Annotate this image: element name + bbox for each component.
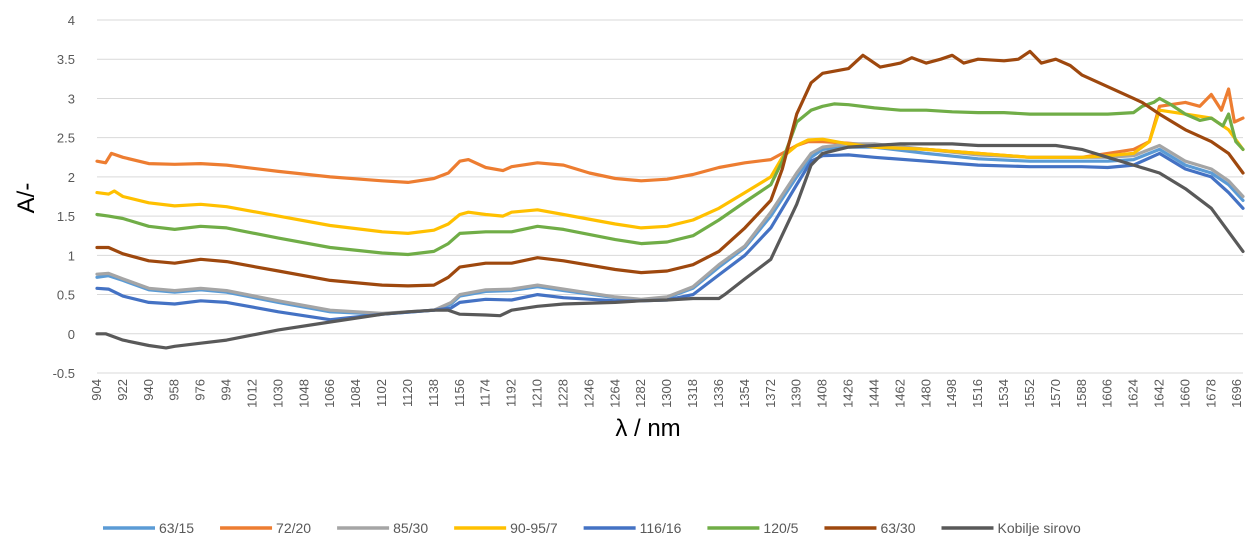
y-axis-label: A/- xyxy=(13,183,40,214)
y-tick-label: 0 xyxy=(68,327,75,342)
series-line xyxy=(95,87,1245,184)
legend-label: 63/15 xyxy=(159,520,194,536)
y-tick-label: 0.5 xyxy=(57,288,75,303)
x-tick-label: 1066 xyxy=(322,379,337,408)
x-tick-label: 940 xyxy=(141,379,156,401)
x-tick-label: 1300 xyxy=(659,379,674,408)
x-tick-label: 1174 xyxy=(478,379,493,407)
x-tick-label: 1264 xyxy=(607,379,622,408)
y-tick-label: 2.5 xyxy=(57,131,75,146)
x-tick-label: 1606 xyxy=(1100,379,1115,408)
x-tick-label: 1246 xyxy=(581,379,596,408)
x-tick-label: 1084 xyxy=(348,379,363,408)
x-tick-label: 904 xyxy=(89,379,104,401)
x-tick-label: 1678 xyxy=(1203,379,1218,408)
y-tick-label: 3 xyxy=(68,91,75,106)
y-tick-label: 2 xyxy=(68,170,75,185)
series-line xyxy=(95,49,1245,288)
x-tick-label: 1336 xyxy=(711,379,726,408)
x-tick-labels: 904 922 940 958 976 994 1012 1030 1048 1066 1084 11… xyxy=(89,379,1244,408)
x-tick-label: 1444 xyxy=(866,379,881,408)
x-tick-label: 1318 xyxy=(685,379,700,408)
x-tick-label: 1156 xyxy=(452,379,467,407)
x-tick-label: 1102 xyxy=(374,379,389,407)
x-tick-label: 1120 xyxy=(400,379,415,407)
series-line xyxy=(95,108,1245,235)
x-tick-label: 1588 xyxy=(1074,379,1089,408)
x-tick-label: 958 xyxy=(167,379,182,401)
series-lines xyxy=(95,49,1245,350)
x-tick-label: 1570 xyxy=(1048,379,1063,408)
x-tick-label: 1696 xyxy=(1229,379,1244,408)
x-tick-label: 976 xyxy=(193,379,208,401)
y-tick-label: 1.5 xyxy=(57,209,75,224)
x-tick-label: 1552 xyxy=(1022,379,1037,408)
y-tick-label: 1 xyxy=(68,248,75,263)
legend-label: 90-95/7 xyxy=(510,520,558,536)
x-tick-label: 1012 xyxy=(244,379,259,408)
x-tick-label: 1426 xyxy=(841,379,856,408)
legend-label: 72/20 xyxy=(276,520,311,536)
x-tick-label: 1390 xyxy=(789,379,804,408)
y-tick-label: 4 xyxy=(68,13,75,28)
x-tick-label: 1462 xyxy=(892,379,907,408)
legend-label: 85/30 xyxy=(393,520,428,536)
legend-label: 116/16 xyxy=(640,520,682,536)
x-tick-label: 1192 xyxy=(504,379,519,407)
gridlines xyxy=(97,19,1243,374)
series-line xyxy=(95,96,1245,257)
x-tick-label: 1516 xyxy=(970,379,985,408)
x-tick-label: 1408 xyxy=(815,379,830,408)
x-tick-label: 1048 xyxy=(296,379,311,408)
x-tick-label: 1498 xyxy=(944,379,959,408)
y-tick-labels: -0.5 0 0.5 1 1.5 2 2.5 3 3.5 4 xyxy=(53,13,75,381)
x-tick-label: 922 xyxy=(115,379,130,401)
x-tick-label: 1534 xyxy=(996,379,1011,408)
y-tick-label: -0.5 xyxy=(53,366,75,381)
x-tick-label: 1480 xyxy=(918,379,933,408)
x-tick-label: 1228 xyxy=(555,379,570,408)
legend-label: Kobilje sirovo xyxy=(998,520,1081,536)
series-line xyxy=(95,142,1245,350)
legend-label: 63/30 xyxy=(880,520,915,536)
x-tick-label: 1354 xyxy=(737,379,752,408)
x-tick-label: 1660 xyxy=(1177,379,1192,408)
series-line xyxy=(95,145,1245,316)
x-axis-label: λ / nm xyxy=(615,415,680,442)
series-line xyxy=(95,151,1245,322)
x-tick-label: 1624 xyxy=(1126,379,1141,408)
x-tick-label: 1030 xyxy=(270,379,285,408)
x-tick-label: 1210 xyxy=(530,379,545,408)
x-tick-label: 1642 xyxy=(1151,379,1166,408)
x-tick-label: 1282 xyxy=(633,379,648,408)
legend-label: 120/5 xyxy=(763,520,798,536)
x-tick-label: 1372 xyxy=(763,379,778,408)
x-tick-label: 1138 xyxy=(426,379,441,407)
legend: 63/15 72/20 85/30 90-95/7 116/16 120/5 63/30 Ko… xyxy=(103,520,1081,536)
x-tick-label: 994 xyxy=(219,379,234,401)
y-tick-label: 3.5 xyxy=(57,52,75,67)
